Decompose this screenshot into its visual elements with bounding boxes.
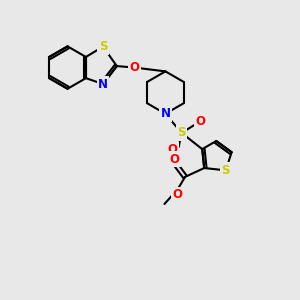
Text: N: N	[98, 77, 108, 91]
Text: O: O	[173, 188, 183, 201]
Text: O: O	[170, 153, 180, 166]
Text: O: O	[195, 115, 205, 128]
Text: N: N	[160, 107, 170, 120]
Text: S: S	[221, 164, 230, 177]
Text: S: S	[99, 40, 107, 53]
Text: S: S	[177, 126, 186, 140]
Text: O: O	[130, 61, 140, 74]
Text: O: O	[167, 143, 177, 157]
